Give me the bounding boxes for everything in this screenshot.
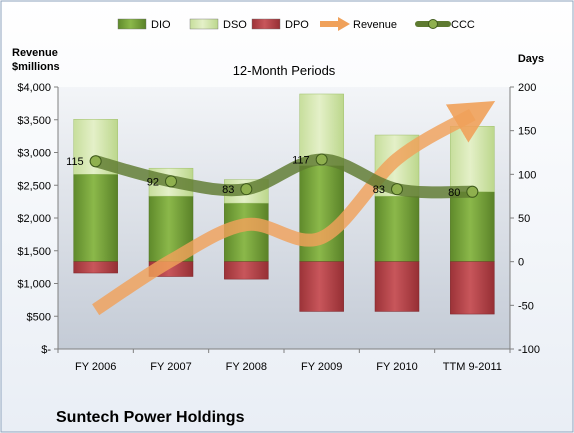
legend-label-revenue: Revenue (353, 19, 397, 31)
legend: DIO DSO DPO Revenue CCC (117, 17, 475, 31)
ccc-point (466, 185, 479, 198)
left-tick-label: $2,500 (17, 180, 51, 192)
right-tick-label: 0 (518, 257, 524, 269)
dio-bar (73, 174, 118, 262)
dpo-bar (73, 261, 118, 274)
dio-bar (374, 195, 420, 262)
dpo-bar (450, 261, 495, 315)
legend-label-dio: DIO (151, 19, 171, 31)
dio-bar (450, 191, 495, 262)
left-tick-label: $1,500 (17, 246, 51, 258)
ccc-data-label: 115 (66, 156, 84, 168)
dpo-bar (374, 261, 420, 312)
legend-label-ccc: CCC (451, 19, 475, 31)
right-tick-label: -50 (518, 300, 534, 312)
left-tick-label: $1,000 (17, 279, 51, 291)
dpo-bar (224, 261, 269, 280)
legend-swatch-dio (117, 18, 147, 30)
company-title: Suntech Power Holdings (56, 409, 245, 426)
x-tick-label: TTM 9-2011 (443, 361, 502, 373)
chart-title: 12-Month Periods (233, 63, 336, 78)
ccc-data-label: 83 (373, 184, 385, 196)
dso-bar (450, 126, 495, 193)
ccc-data-label: 117 (292, 154, 310, 166)
ccc-point (165, 175, 177, 188)
ccc-data-label: 83 (222, 184, 234, 196)
right-tick-label: 100 (518, 169, 536, 181)
left-tick-label: $2,000 (17, 213, 51, 225)
left-tick-label: $- (41, 344, 51, 356)
ccc-point (391, 183, 403, 196)
right-tick-label: -100 (518, 344, 540, 356)
x-tick-label: FY 2007 (150, 361, 191, 373)
ccc-data-label: 80 (448, 187, 460, 199)
legend-arrow-icon (338, 17, 350, 31)
ccc-point (240, 183, 253, 196)
legend-swatch-dpo (251, 18, 281, 30)
legend-label-dpo: DPO (285, 19, 309, 31)
revenue-line (92, 101, 496, 316)
right-axis-label: Days (518, 53, 544, 65)
right-tick-label: 200 (518, 82, 536, 94)
legend-label-dso: DSO (223, 19, 247, 31)
legend-ccc-marker (428, 19, 438, 29)
lines-layer: 115 92 83 117 83 80 (66, 101, 496, 316)
dio-bar (299, 165, 344, 262)
ccc-data-label: 92 (147, 176, 159, 188)
left-tick-label: $500 (27, 311, 51, 323)
x-tick-label: FY 2008 (226, 361, 267, 373)
right-tick-label: 50 (518, 213, 530, 225)
x-tick-label: FY 2006 (75, 361, 116, 373)
left-axis-label-line1: Revenue (12, 47, 58, 59)
legend-swatch-dso (189, 18, 219, 30)
axes-layer: $- $500 $1,000 $1,500 $2,000 $2,500 $3,000 $3,5… (17, 82, 540, 373)
ccc-point (89, 155, 102, 168)
x-tick-label: FY 2009 (301, 361, 342, 373)
left-tick-label: $4,000 (17, 82, 51, 94)
dpo-bar (299, 261, 344, 312)
left-tick-label: $3,500 (17, 115, 51, 127)
left-axis-label-line2: $millions (12, 61, 60, 73)
left-tick-label: $3,000 (17, 148, 51, 160)
ccc-point (315, 153, 328, 166)
x-tick-label: FY 2010 (376, 361, 417, 373)
right-tick-label: 150 (518, 126, 536, 138)
